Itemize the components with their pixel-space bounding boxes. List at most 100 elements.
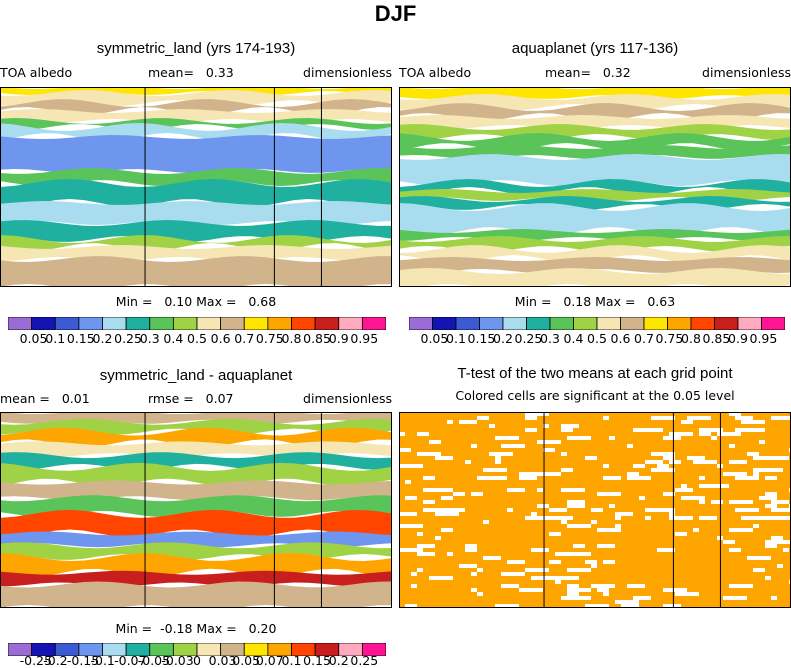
contour-band — [399, 203, 791, 235]
insignificant-cell — [591, 520, 597, 524]
insignificant-cell — [411, 572, 417, 576]
colorbar-cell — [455, 317, 480, 330]
insignificant-cell — [417, 532, 423, 536]
insignificant-cell — [741, 508, 753, 512]
contour-band — [399, 245, 791, 263]
insignificant-cell — [561, 428, 573, 432]
insignificant-cell — [747, 452, 759, 456]
insignificant-cell — [555, 580, 561, 584]
insignificant-cell — [549, 576, 555, 580]
colorbar-tick-label: 0.25 — [350, 653, 379, 668]
colorbar-cell — [761, 317, 785, 330]
insignificant-cell — [657, 464, 669, 468]
colorbar-tick-label: 0.9 — [728, 331, 748, 346]
insignificant-cell — [465, 460, 471, 464]
insignificant-cell — [567, 436, 585, 440]
colorbar-tick-label: -0.2 — [43, 653, 68, 668]
map-aquaplanet — [399, 87, 791, 287]
insignificant-cell — [573, 596, 591, 600]
insignificant-cell — [771, 508, 791, 512]
colorbar-cell — [78, 317, 103, 330]
panel-mean-symmetric-land: mean= 0.33 — [148, 65, 234, 80]
insignificant-cell — [741, 596, 747, 600]
insignificant-cell — [471, 588, 477, 592]
insignificant-cell — [417, 552, 435, 556]
insignificant-cell — [567, 500, 585, 504]
map-frame — [0, 87, 392, 287]
contour-band — [0, 168, 392, 186]
insignificant-cell — [561, 452, 567, 456]
insignificant-cell — [693, 528, 699, 532]
contour-band — [0, 256, 392, 287]
insignificant-cell — [585, 456, 597, 460]
insignificant-cell — [459, 564, 477, 568]
colorbar-tick-label: 0.75 — [655, 331, 684, 346]
insignificant-cell — [699, 432, 711, 436]
colorbar-cell — [267, 317, 292, 330]
colorbar-tick-label: 0.75 — [255, 331, 284, 346]
colorbar-tick-label: 0.15 — [66, 331, 95, 346]
contour-band — [399, 154, 791, 186]
insignificant-cell — [615, 524, 621, 528]
contour-band — [0, 495, 392, 517]
contour-band — [0, 553, 392, 577]
colorbar-cell — [596, 317, 621, 330]
insignificant-cell — [405, 480, 411, 484]
insignificant-cell — [561, 468, 573, 472]
insignificant-cell — [543, 448, 555, 452]
insignificant-cell — [495, 456, 501, 460]
insignificant-cell — [417, 544, 435, 548]
insignificant-cell — [765, 476, 777, 480]
insignificant-cell — [447, 552, 453, 556]
colorbar-cell — [643, 317, 668, 330]
insignificant-cell — [771, 500, 789, 504]
insignificant-cell — [525, 428, 537, 432]
colorbar-cell — [243, 317, 269, 330]
insignificant-cell — [519, 588, 543, 592]
insignificant-cell — [657, 508, 675, 512]
insignificant-cell — [597, 588, 609, 592]
insignificant-cell — [711, 500, 723, 504]
insignificant-cell — [633, 584, 645, 588]
colorbar-tick-label: 0 — [193, 653, 201, 668]
contour-band — [399, 268, 791, 287]
colorbar-labels-difference: -0.25 -0.2 -0.15 -0.1 -0.07 -0.05 -0.03 0 0.03 0.… — [0, 653, 392, 668]
colorbar-difference — [8, 643, 386, 656]
colorbar-tick-label: 0.85 — [303, 331, 331, 346]
colorbar-tick-label: 0.7 — [234, 331, 255, 346]
insignificant-cell — [417, 432, 429, 436]
insignificant-cell — [423, 500, 435, 504]
insignificant-cell — [429, 488, 453, 492]
insignificant-cell — [405, 496, 417, 500]
insignificant-cell — [531, 548, 549, 552]
insignificant-cell — [537, 472, 561, 476]
colorbar-cell — [479, 317, 504, 330]
contour-band — [0, 220, 392, 242]
colorbar-cell — [432, 317, 457, 330]
insignificant-cell — [753, 568, 765, 572]
insignificant-cell — [651, 452, 675, 456]
insignificant-cell — [741, 516, 765, 520]
insignificant-cell — [729, 584, 753, 588]
insignificant-cell — [567, 504, 579, 508]
insignificant-cell — [399, 512, 417, 516]
insignificant-cell — [525, 568, 549, 572]
insignificant-cell — [729, 460, 747, 464]
colorbar-tick-label: 0.8 — [681, 331, 701, 346]
insignificant-cell — [417, 568, 423, 572]
insignificant-cell — [597, 528, 621, 532]
insignificant-cell — [669, 516, 693, 520]
colorbar-cell — [54, 317, 80, 330]
insignificant-cell — [447, 512, 459, 516]
insignificant-cell — [399, 448, 411, 452]
insignificant-cell — [603, 476, 621, 480]
panel-title-difference: symmetric_land - aquaplanet — [99, 367, 293, 384]
colorbar-tick-label: -0.25 — [19, 653, 52, 668]
insignificant-cell — [765, 492, 777, 496]
insignificant-cell — [675, 532, 687, 536]
colorbar-tick-label: 0.05 — [232, 653, 261, 668]
colorbar-tick-label: 0.07 — [255, 653, 284, 668]
colorbar-tick-label: 0.1 — [45, 331, 66, 346]
insignificant-cell — [507, 488, 525, 492]
panel-rmse-difference: rmse = 0.07 — [148, 391, 234, 406]
